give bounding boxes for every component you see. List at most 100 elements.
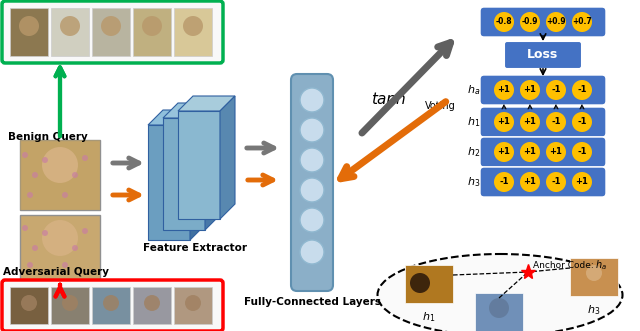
FancyBboxPatch shape: [10, 287, 48, 324]
Text: -1: -1: [551, 118, 561, 126]
Circle shape: [32, 172, 38, 178]
Circle shape: [144, 295, 160, 311]
FancyBboxPatch shape: [291, 74, 333, 291]
Polygon shape: [190, 110, 205, 240]
Polygon shape: [163, 103, 220, 118]
Text: -1: -1: [551, 85, 561, 94]
Text: $h_{2}$: $h_{2}$: [467, 145, 480, 159]
Circle shape: [546, 112, 566, 132]
Circle shape: [489, 298, 509, 318]
Circle shape: [494, 112, 514, 132]
Circle shape: [572, 142, 592, 162]
Circle shape: [520, 80, 540, 100]
Text: +1: +1: [497, 85, 511, 94]
Circle shape: [22, 152, 28, 158]
Polygon shape: [205, 103, 220, 230]
Circle shape: [72, 245, 78, 251]
Circle shape: [62, 262, 68, 268]
Text: Loss: Loss: [527, 49, 559, 62]
Circle shape: [101, 16, 121, 36]
Text: -0.9: -0.9: [522, 18, 538, 26]
Polygon shape: [148, 125, 190, 240]
Circle shape: [185, 295, 201, 311]
Text: -1: -1: [577, 85, 587, 94]
FancyBboxPatch shape: [480, 137, 606, 167]
Text: +1: +1: [524, 85, 536, 94]
Text: Anchor Code:: Anchor Code:: [533, 260, 596, 269]
Text: -1: -1: [499, 177, 509, 186]
Text: $h_{1}$: $h_{1}$: [467, 115, 480, 129]
Polygon shape: [178, 96, 235, 111]
FancyBboxPatch shape: [480, 75, 606, 105]
Circle shape: [494, 12, 514, 32]
Circle shape: [42, 220, 78, 256]
Circle shape: [546, 12, 566, 32]
Text: tanh: tanh: [371, 92, 405, 108]
Circle shape: [572, 12, 592, 32]
Text: -0.8: -0.8: [496, 18, 512, 26]
Text: -1: -1: [551, 177, 561, 186]
FancyBboxPatch shape: [480, 7, 606, 37]
Text: $h_3$: $h_3$: [588, 303, 601, 317]
Text: +1: +1: [524, 177, 536, 186]
Circle shape: [572, 80, 592, 100]
Circle shape: [410, 273, 430, 293]
Text: +1: +1: [550, 148, 563, 157]
Circle shape: [586, 265, 602, 281]
FancyBboxPatch shape: [2, 1, 223, 63]
FancyBboxPatch shape: [92, 287, 130, 324]
Circle shape: [572, 112, 592, 132]
Text: Fully-Connected Layers: Fully-Connected Layers: [243, 297, 381, 307]
Circle shape: [546, 172, 566, 192]
Circle shape: [27, 262, 33, 268]
FancyBboxPatch shape: [133, 8, 171, 56]
Circle shape: [42, 147, 78, 183]
Text: $h_a$: $h_a$: [595, 258, 607, 272]
Circle shape: [520, 142, 540, 162]
FancyBboxPatch shape: [10, 8, 48, 56]
Polygon shape: [178, 111, 220, 219]
Circle shape: [19, 16, 39, 36]
Circle shape: [546, 80, 566, 100]
Circle shape: [300, 88, 324, 112]
Circle shape: [494, 172, 514, 192]
FancyBboxPatch shape: [20, 140, 100, 210]
Circle shape: [60, 16, 80, 36]
Circle shape: [82, 228, 88, 234]
Text: +0.9: +0.9: [546, 18, 566, 26]
Polygon shape: [220, 96, 235, 219]
FancyBboxPatch shape: [51, 287, 89, 324]
Circle shape: [62, 192, 68, 198]
FancyBboxPatch shape: [2, 280, 223, 331]
Circle shape: [300, 178, 324, 202]
Text: +1: +1: [524, 118, 536, 126]
Circle shape: [300, 118, 324, 142]
Circle shape: [62, 295, 78, 311]
Polygon shape: [163, 118, 205, 230]
Circle shape: [103, 295, 119, 311]
Text: +1: +1: [524, 148, 536, 157]
Text: +1: +1: [497, 118, 511, 126]
Circle shape: [300, 148, 324, 172]
Text: Benign Query: Benign Query: [8, 132, 88, 142]
FancyBboxPatch shape: [92, 8, 130, 56]
Text: $h_{3}$: $h_{3}$: [467, 175, 480, 189]
Circle shape: [572, 172, 592, 192]
FancyBboxPatch shape: [20, 215, 100, 285]
Text: -1: -1: [577, 118, 587, 126]
Circle shape: [300, 240, 324, 264]
FancyBboxPatch shape: [51, 8, 89, 56]
Circle shape: [494, 142, 514, 162]
FancyBboxPatch shape: [174, 8, 212, 56]
Circle shape: [42, 157, 48, 163]
FancyBboxPatch shape: [480, 167, 606, 197]
Circle shape: [520, 172, 540, 192]
Text: Feature Extractor: Feature Extractor: [143, 243, 247, 253]
FancyBboxPatch shape: [133, 287, 171, 324]
FancyBboxPatch shape: [174, 287, 212, 324]
FancyBboxPatch shape: [475, 293, 523, 331]
Circle shape: [42, 230, 48, 236]
Text: +0.7: +0.7: [572, 18, 592, 26]
Circle shape: [520, 112, 540, 132]
Circle shape: [72, 172, 78, 178]
